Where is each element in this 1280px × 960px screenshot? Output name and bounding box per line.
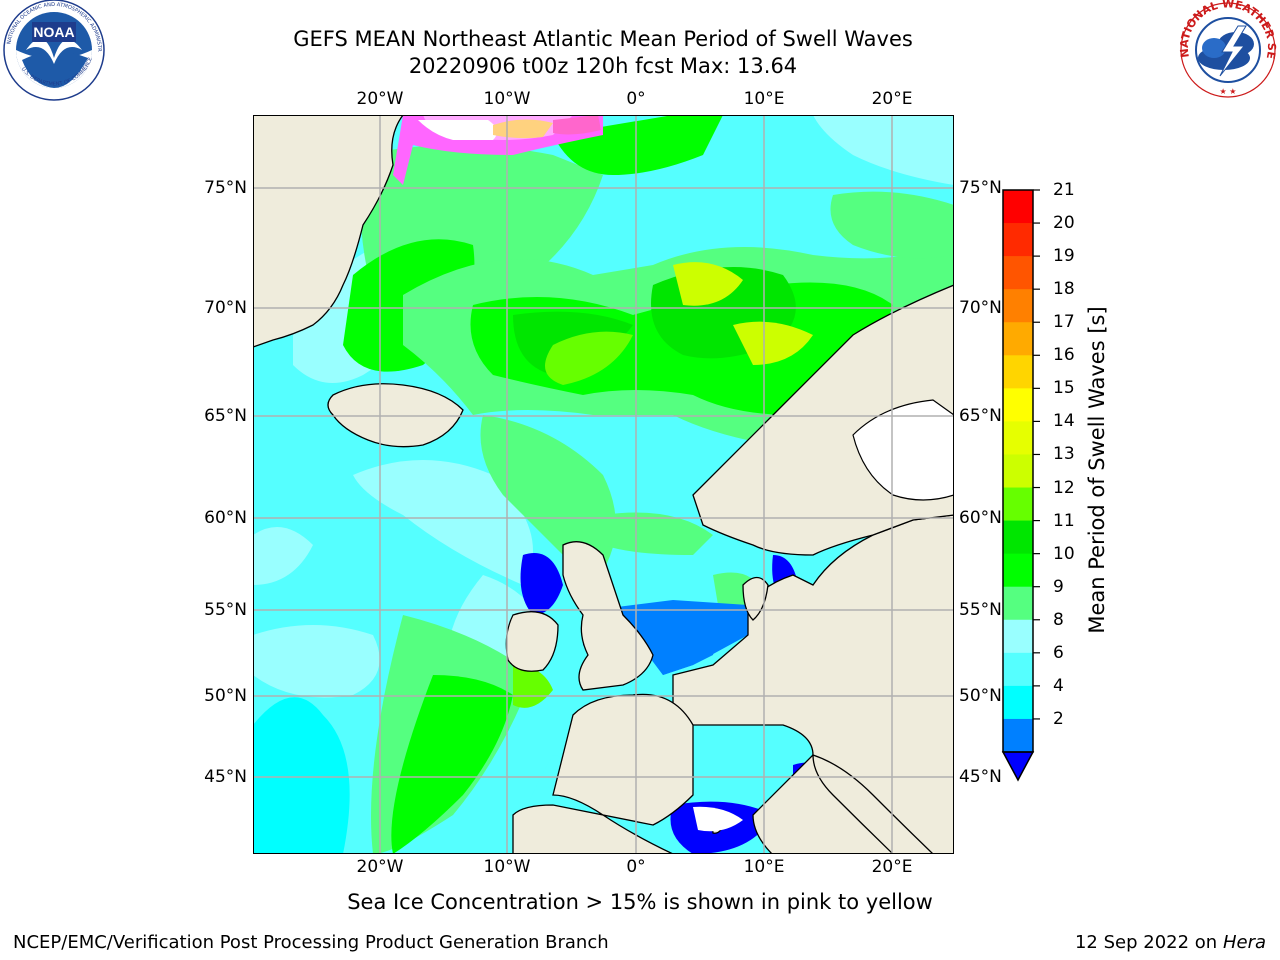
lon-label: 0°: [626, 857, 646, 877]
lon-label: 10°E: [743, 857, 785, 877]
lat-label: 60°N: [959, 508, 1002, 528]
colorbar-tick-label: 18: [1053, 279, 1075, 300]
colorbar-bin: [1003, 553, 1033, 588]
colorbar-tick-label: 15: [1053, 378, 1075, 399]
colorbar-bin: [1003, 652, 1033, 687]
footer-producer: NCEP/EMC/Verification Post Processing Pr…: [13, 932, 609, 953]
colorbar-bin: [1003, 421, 1033, 455]
lat-label: 45°N: [204, 767, 247, 787]
colorbar-graphic: [1001, 189, 1040, 782]
lon-label: 20°E: [871, 857, 913, 877]
lon-label: 20°W: [356, 857, 404, 877]
map-canvas: [252, 114, 955, 855]
lat-label: 65°N: [959, 406, 1002, 426]
colorbar-bin: [1003, 190, 1033, 224]
colorbar-tick-label: 6: [1053, 642, 1064, 663]
lon-label: 10°W: [483, 89, 531, 109]
colorbar-bin: [1003, 322, 1033, 356]
colorbar-tick-label: 11: [1053, 510, 1075, 531]
graticule: [253, 115, 954, 854]
colorbar-bin: [1003, 520, 1033, 555]
footer-host: Hera: [1222, 932, 1266, 953]
colorbar-title: Mean Period of Swell Waves [s]: [1085, 306, 1109, 634]
nws-logo: NATIONAL WEATHER SERVICE ★ ★: [1172, 0, 1280, 100]
lat-label: 75°N: [959, 178, 1002, 198]
lon-label: 10°E: [743, 89, 785, 109]
colorbar-tick-label: 8: [1053, 609, 1064, 630]
lon-label: 10°W: [483, 857, 531, 877]
swell-field: [253, 115, 954, 854]
colorbar: [1000, 186, 1040, 786]
lon-label: 20°E: [871, 89, 913, 109]
colorbar-bin: [1003, 619, 1033, 654]
colorbar-tick-label: 16: [1053, 345, 1075, 366]
lat-label: 70°N: [959, 298, 1002, 318]
colorbar-bin: [1003, 289, 1033, 323]
lon-label: 20°W: [356, 89, 404, 109]
footer-date-text: 12 Sep 2022 on: [1074, 932, 1218, 953]
italy-land: [812, 754, 934, 854]
iceland-land: [327, 383, 464, 448]
lat-label: 70°N: [204, 298, 247, 318]
svg-text:★ ★: ★ ★: [1220, 87, 1237, 96]
noaa-logo: NOAA NATIONAL OCEANIC AND ATMOSPHERIC AD…: [0, 0, 106, 104]
colorbar-tick-label: 17: [1053, 312, 1075, 333]
colorbar-bin: [1003, 256, 1033, 290]
colorbar-tick-label: 2: [1053, 708, 1064, 729]
colorbar-tick-label: 4: [1053, 675, 1064, 696]
britain-land: [562, 541, 654, 691]
colorbar-under-arrow: [1001, 751, 1035, 782]
colorbar-bin: [1003, 718, 1033, 753]
colorbar-bin: [1003, 355, 1033, 389]
map-subtitle: 20220906 t00z 120h fcst Max: 13.64: [408, 54, 798, 78]
colorbar-tick-label: 10: [1053, 543, 1075, 564]
map-title: GEFS MEAN Northeast Atlantic Mean Period…: [293, 27, 913, 51]
sea-ice-note: Sea Ice Concentration > 15% is shown in …: [347, 890, 933, 914]
colorbar-bin: [1003, 388, 1033, 422]
lat-label: 55°N: [959, 600, 1002, 620]
lat-label: 45°N: [959, 767, 1002, 787]
lat-label: 55°N: [204, 600, 247, 620]
colorbar-tick-label: 20: [1053, 213, 1075, 234]
mask-patch: [693, 806, 743, 832]
footer-date: 12 Sep 2022 on Hera: [1075, 932, 1266, 953]
iberia-france-land: [512, 693, 694, 854]
lat-label: 75°N: [204, 178, 247, 198]
lat-label: 65°N: [204, 406, 247, 426]
lat-label: 50°N: [204, 686, 247, 706]
map-panel: [252, 114, 955, 855]
colorbar-frame: [1002, 189, 1034, 753]
lon-label: 0°: [626, 89, 646, 109]
lat-label: 50°N: [959, 686, 1002, 706]
greenland-land: [253, 115, 404, 348]
colorbar-tick-label: 14: [1053, 411, 1075, 432]
colorbar-bin: [1003, 223, 1033, 257]
colorbar-bin: [1003, 454, 1033, 489]
colorbar-bin: [1003, 487, 1033, 522]
colorbar-bin: [1003, 685, 1033, 720]
lat-label: 60°N: [204, 508, 247, 528]
colorbar-tick-label: 13: [1053, 444, 1075, 465]
colorbar-tick-label: 9: [1053, 576, 1064, 597]
colorbar-tick-label: 21: [1053, 180, 1075, 200]
colorbar-bin: [1003, 586, 1033, 621]
colorbar-tick-label: 19: [1053, 246, 1075, 267]
scandinavia-land: [672, 295, 954, 854]
svg-text:NOAA: NOAA: [33, 24, 74, 40]
gulf-of-bothnia: [852, 399, 954, 501]
colorbar-tick-label: 12: [1053, 477, 1075, 498]
sea-ice: [393, 115, 603, 185]
